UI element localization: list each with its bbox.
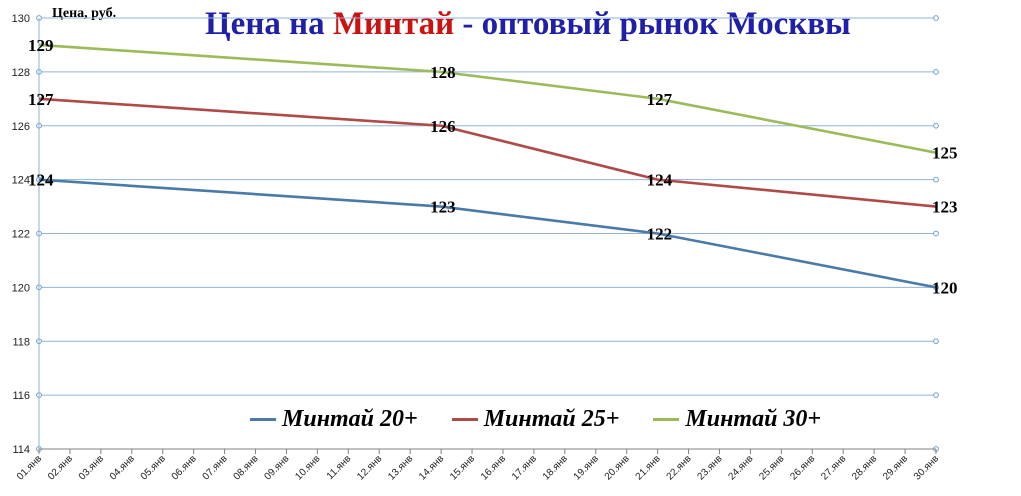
x-tick-label: 13.янв [386, 453, 415, 482]
series-line-2 [38, 97, 937, 208]
x-tick-label: 10.янв [293, 453, 322, 482]
chart-title-part-3: - оптовый рынок Москвы [454, 6, 851, 42]
legend: Минтай 20+ Минтай 25+ Минтай 30+ [250, 406, 855, 433]
x-tick-label: 17.янв [510, 453, 539, 482]
data-label: 127 [28, 90, 54, 109]
x-tick-label: 04.янв [108, 453, 137, 482]
x-tick-label: 28.янв [850, 453, 879, 482]
x-tick-label: 09.янв [262, 453, 291, 482]
x-tick-label: 30.янв [912, 453, 941, 482]
x-tick-label: 25.янв [757, 453, 786, 482]
y-tick-label: 126 [12, 121, 30, 133]
legend-item-series-2: Минтай 25+ [451, 406, 620, 433]
data-label: 126 [430, 117, 456, 136]
data-label: 122 [647, 225, 673, 244]
legend-swatch-series-2 [451, 418, 478, 421]
chart-title-part-1: Цена на [205, 6, 333, 42]
right-axis-marker [933, 15, 939, 21]
right-axis-marker [933, 392, 939, 399]
right-axis-marker [933, 176, 939, 183]
x-tick-label: 19.янв [572, 453, 601, 482]
x-tick-label: 16.янв [479, 453, 508, 482]
x-tick-label: 11.янв [325, 453, 354, 482]
x-tick-label: 12.янв [355, 453, 384, 482]
legend-swatch-series-1 [250, 418, 276, 421]
y-tick-label: 118 [12, 336, 30, 348]
legend-label-series-1: Минтай 20+ [282, 406, 418, 432]
x-tick-label: 18.янв [541, 453, 570, 482]
data-label: 123 [932, 198, 958, 217]
x-tick-label: 02.янв [46, 453, 75, 482]
x-tick-label: 21.янв [634, 453, 663, 482]
y-tick-label: 130 [12, 13, 30, 25]
legend-item-series-3: Минтай 30+ [653, 406, 821, 433]
x-tick-label: 29.янв [881, 453, 910, 482]
data-label: 128 [430, 63, 456, 82]
series-line-1 [38, 178, 937, 289]
legend-label-series-3: Минтай 30+ [685, 406, 822, 432]
y-tick-label: 120 [12, 282, 30, 294]
right-axis-marker [933, 338, 939, 345]
x-tick-label: 23.янв [696, 453, 725, 482]
y-tick-label: 116 [12, 390, 30, 402]
data-label: 129 [28, 36, 54, 55]
data-label: 123 [430, 198, 456, 217]
data-label: 125 [932, 144, 958, 163]
x-tick-label: 15.янв [448, 453, 477, 482]
data-label: 127 [647, 90, 673, 109]
legend-label-series-2: Минтай 25+ [483, 406, 620, 432]
data-label: 124 [647, 171, 673, 190]
right-axis-marker [933, 68, 939, 75]
legend-swatch-series-3 [653, 418, 680, 421]
x-tick-label: 07.янв [201, 453, 230, 482]
right-axis-marker [933, 230, 939, 237]
data-label: 120 [932, 278, 958, 297]
x-tick-label: 03.янв [77, 453, 106, 482]
data-label: 124 [28, 171, 54, 190]
y-tick-label: 114 [12, 444, 30, 456]
chart-title: Цена на Минтай - оптовый рынок Москвы [205, 6, 851, 43]
x-tick-label: 01.янв [15, 453, 44, 482]
y-tick-label: 128 [12, 67, 30, 79]
y-axis-label: Цена, руб. [52, 6, 117, 21]
x-tick-label: 14.янв [417, 453, 446, 482]
x-tick-label: 24.янв [726, 453, 755, 482]
y-tick-label: 124 [12, 175, 30, 187]
x-tick-label: 20.янв [603, 453, 632, 482]
x-tick-label: 26.янв [788, 453, 817, 482]
x-tick-label: 22.янв [665, 453, 694, 482]
chart-title-accent: Минтай [332, 6, 455, 42]
x-tick-label: 05.янв [139, 453, 168, 482]
series-line-3 [38, 43, 937, 154]
x-tick-label: 08.янв [232, 453, 261, 482]
legend-item-series-1: Минтай 20+ [250, 406, 418, 433]
right-axis-marker [933, 122, 939, 129]
x-tick-label: 27.янв [819, 453, 848, 482]
x-tick-label: 06.янв [170, 453, 199, 482]
y-tick-label: 122 [12, 229, 30, 241]
